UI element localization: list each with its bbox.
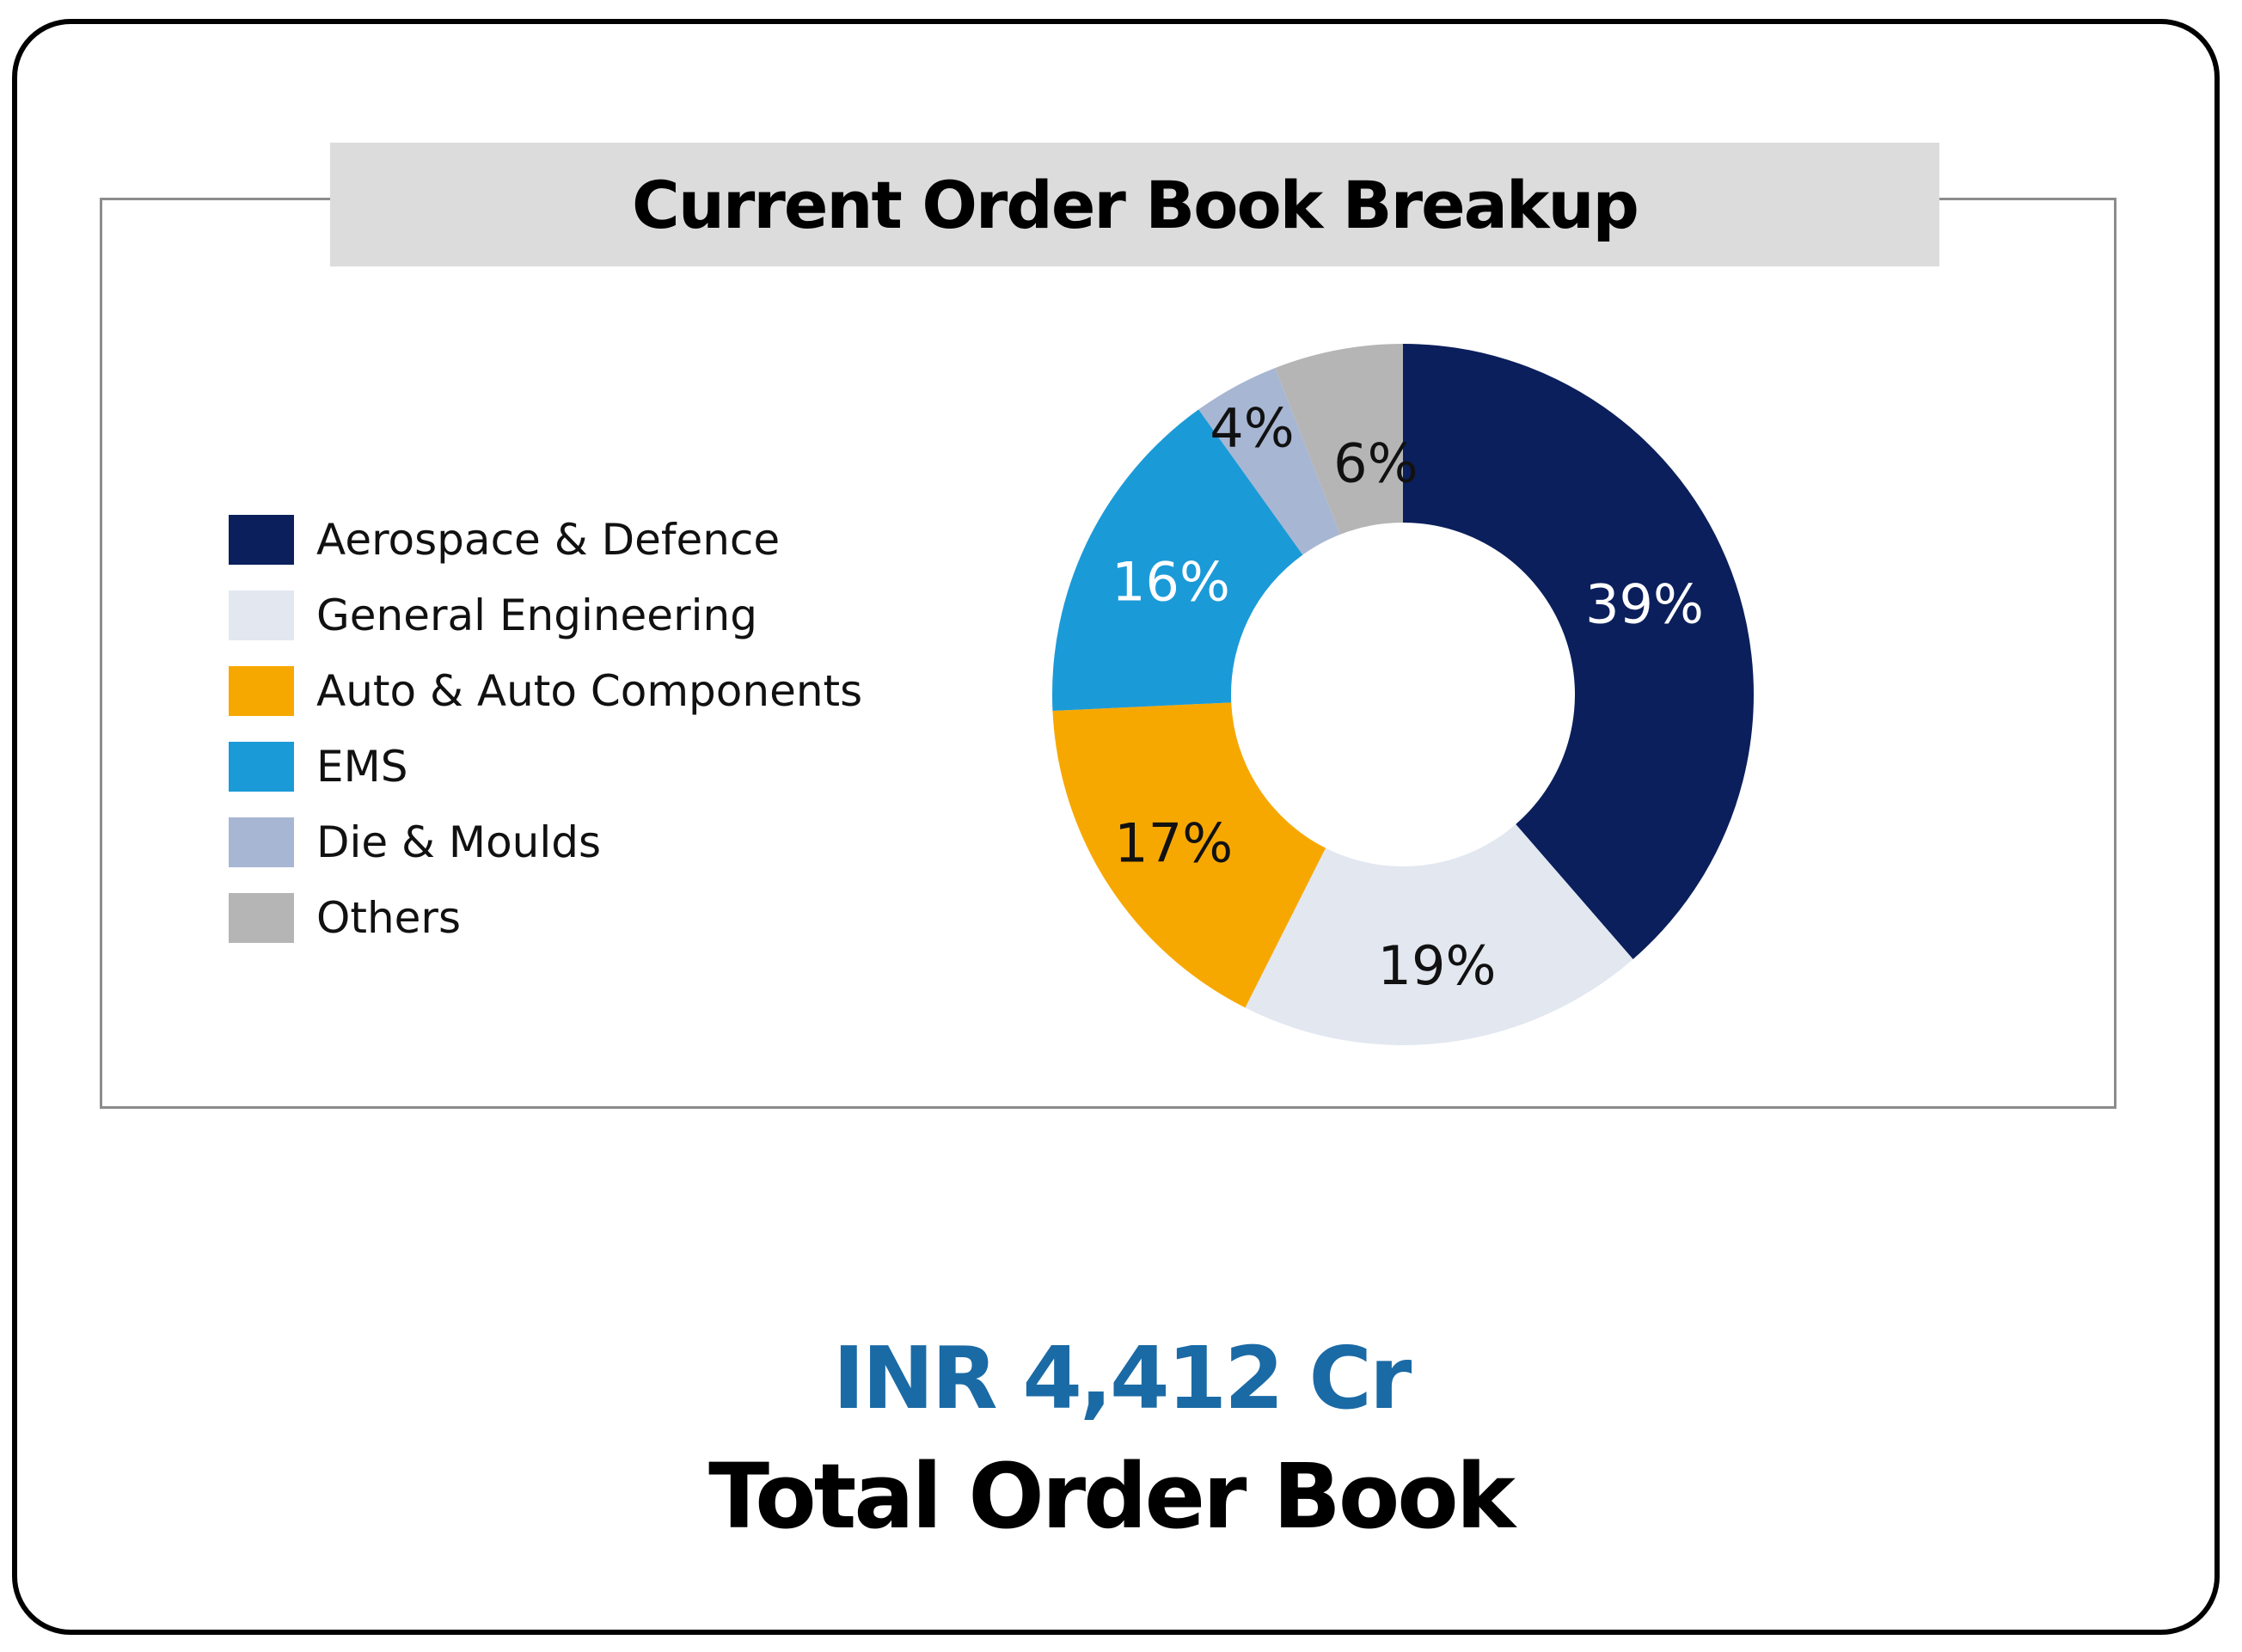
slice-label-general-engineering: 19% <box>1378 934 1497 997</box>
legend-label: Die & Moulds <box>316 817 602 867</box>
legend-swatch <box>229 817 294 867</box>
total-order-value: INR 4,412 Cr <box>832 1328 1412 1429</box>
legend-item-others: Others <box>229 880 862 956</box>
legend-item-general-engineering: General Engineering <box>229 578 862 653</box>
legend-item-aerospace-defence: Aerospace & Defence <box>229 502 862 578</box>
legend-label: Auto & Auto Components <box>316 666 863 716</box>
donut-slice-die-moulds <box>1198 368 1341 555</box>
legend-swatch <box>229 742 294 792</box>
legend-swatch <box>229 590 294 640</box>
donut-slice-auto-components <box>1052 702 1326 1008</box>
legend-label: Aerospace & Defence <box>316 515 781 565</box>
donut-slice-ems <box>1052 409 1303 712</box>
slice-label-auto-components: 17% <box>1114 812 1233 875</box>
slice-label-die-moulds: 4% <box>1210 397 1294 460</box>
slice-label-others: 6% <box>1333 432 1418 495</box>
slice-label-ems: 16% <box>1112 551 1230 614</box>
donut-slice-general-engineering <box>1245 823 1633 1045</box>
legend-label: Others <box>316 893 462 943</box>
donut-slice-aerospace-defence <box>1403 344 1754 959</box>
donut-chart: 39% 19% 17% 16% 4% 6% <box>1052 344 1754 1045</box>
donut-slice-others <box>1275 344 1403 535</box>
chart-title-band: Current Order Book Breakup <box>330 143 1939 266</box>
chart-legend: Aerospace & Defence General Engineering … <box>229 502 862 956</box>
legend-swatch <box>229 666 294 716</box>
slice-label-aerospace-defence: 39% <box>1585 572 1704 635</box>
chart-title: Current Order Book Breakup <box>632 166 1639 243</box>
legend-item-die-moulds: Die & Moulds <box>229 805 862 880</box>
total-order-caption: Total Order Book <box>708 1444 1516 1549</box>
legend-item-ems: EMS <box>229 729 862 805</box>
legend-swatch <box>229 515 294 565</box>
legend-item-auto-components: Auto & Auto Components <box>229 653 862 729</box>
legend-label: EMS <box>316 742 408 792</box>
legend-label: General Engineering <box>316 590 757 640</box>
legend-swatch <box>229 893 294 943</box>
